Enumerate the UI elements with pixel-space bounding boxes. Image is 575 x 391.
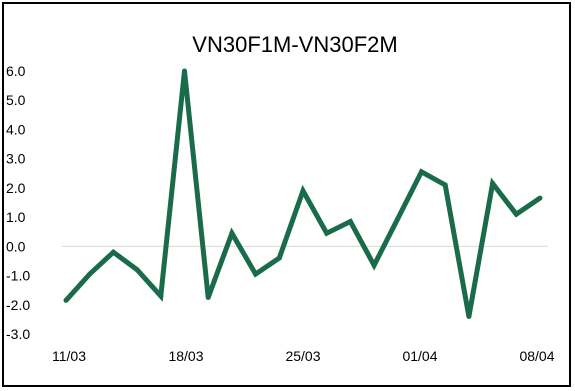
data-point — [466, 313, 472, 319]
data-point — [395, 216, 401, 222]
data-point — [205, 294, 211, 300]
data-point — [490, 181, 496, 187]
x-tick-label: 01/04 — [402, 348, 437, 364]
y-tick-label: -3.0 — [6, 326, 30, 342]
y-tick-label: 4.0 — [6, 121, 26, 137]
data-point — [229, 230, 235, 236]
data-point — [419, 169, 424, 175]
data-point — [300, 188, 306, 194]
x-axis-ticks: 11/03 18/03 25/03 01/04 08/04 — [52, 348, 555, 364]
y-tick-label: 3.0 — [6, 151, 26, 167]
chart-frame — [2, 2, 571, 387]
data-point — [513, 211, 519, 217]
data-point — [537, 195, 543, 201]
x-tick-label: 08/04 — [519, 348, 554, 364]
series-line — [64, 70, 542, 317]
y-tick-label: 2.0 — [6, 180, 26, 196]
data-point — [87, 271, 93, 277]
y-tick-label: 5.0 — [6, 92, 26, 108]
data-point — [158, 293, 164, 299]
data-point — [134, 267, 140, 273]
y-tick-label: -1.0 — [6, 268, 30, 284]
chart-title: VN30F1M-VN30F2M — [192, 32, 397, 57]
y-axis-ticks: 6.0 5.0 4.0 3.0 2.0 1.0 0.0 -1.0 -2.0 -3.0 — [6, 63, 30, 342]
data-point — [347, 218, 353, 224]
data-point — [110, 249, 116, 255]
data-point — [324, 230, 330, 236]
data-point — [182, 68, 187, 74]
data-point — [442, 182, 448, 188]
x-tick-label: 18/03 — [168, 348, 203, 364]
y-tick-label: -2.0 — [6, 297, 30, 313]
y-tick-label: 6.0 — [6, 63, 26, 79]
x-tick-label: 11/03 — [52, 348, 86, 364]
data-points — [63, 68, 543, 319]
data-point — [276, 255, 282, 261]
data-point — [253, 271, 259, 277]
x-tick-label: 25/03 — [285, 348, 320, 364]
data-point — [63, 297, 69, 303]
y-tick-label: 0.0 — [6, 238, 26, 254]
data-point — [371, 262, 377, 268]
y-tick-label: 1.0 — [6, 209, 26, 225]
